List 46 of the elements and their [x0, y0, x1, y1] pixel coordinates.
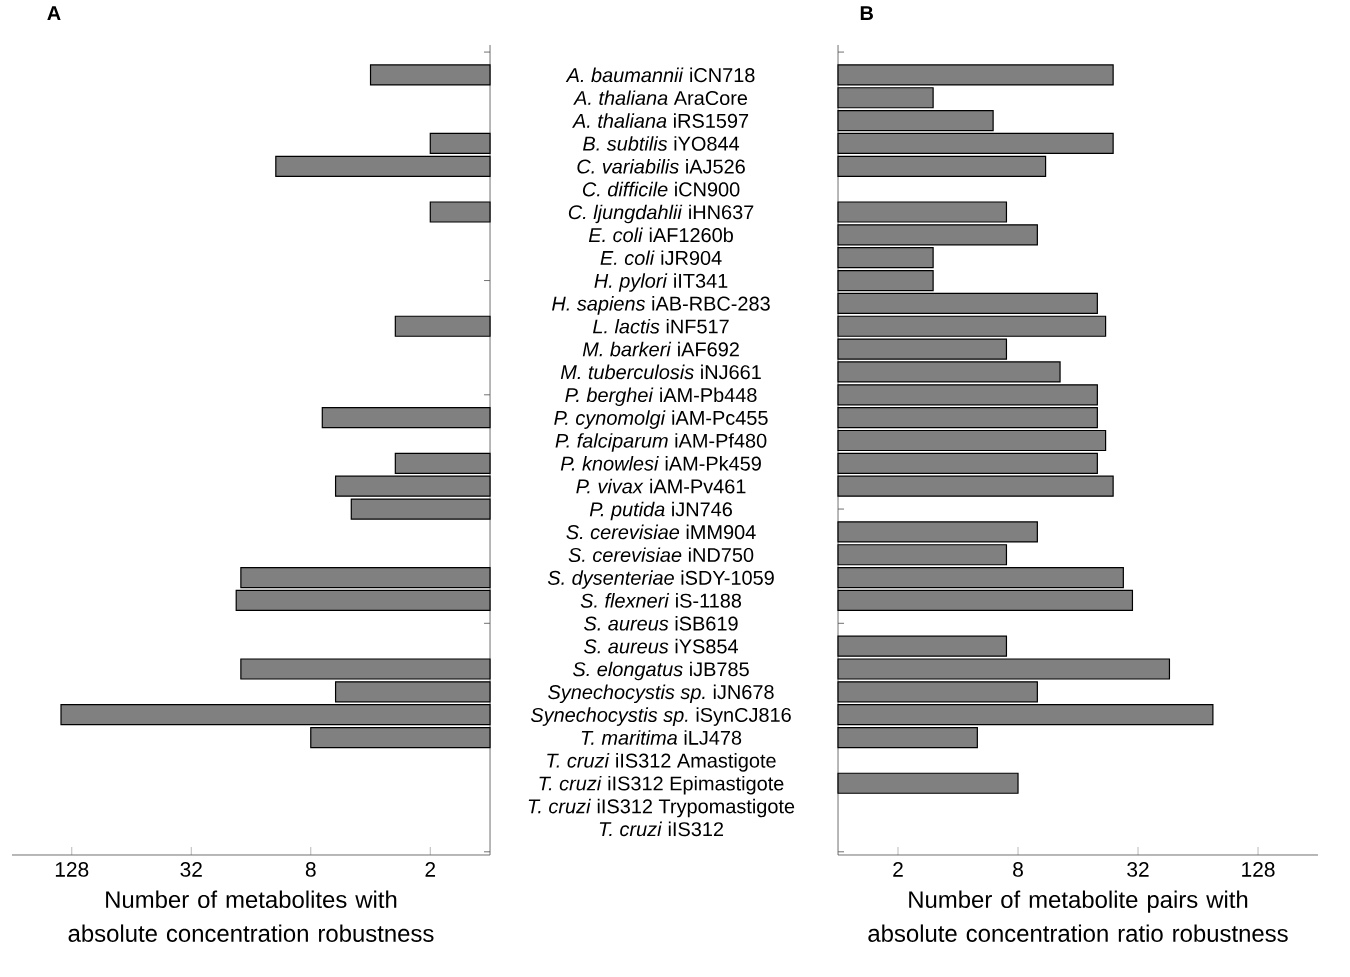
x-tick-label: 2	[425, 862, 436, 877]
y-tick-label: S. dysenteriae iSDY-1059	[547, 570, 774, 589]
x-axis-title: Number of metabolites with absolute concentration robustness	[68, 890, 434, 942]
y-tick-label: S. cerevisiae iMM904	[566, 524, 756, 540]
y-tick-label: S. flexneri iS-1188	[580, 593, 742, 608]
y-tick-label: T. maritima iLJ478	[581, 730, 742, 745]
y-tick-label: A. thaliana iRS1597	[572, 113, 749, 128]
y-tick-label: Synechocystis sp. iJN678	[548, 684, 774, 704]
x-tick-label: 8	[305, 862, 316, 877]
y-tick-label: P. cynomolgi iAM-Pc455	[554, 410, 768, 429]
y-tick-label: C. difficile iCN900	[582, 181, 740, 197]
y-tick-label: C. ljungdahlii iHN637	[568, 204, 754, 224]
y-tick-label: C. variabilis iAJ526	[577, 158, 745, 174]
y-tick-label: P. vivax iAM-Pv461	[576, 478, 746, 494]
x-tick-label: 32	[180, 862, 202, 877]
x-tick-label: 2	[893, 862, 903, 877]
chart-title: B	[860, 6, 873, 20]
y-tick-label: E. coli iJR904	[600, 250, 722, 265]
y-tick-label: A. baumannii iCN718	[565, 67, 755, 83]
y-tick-label: T. cruzi iIS312	[599, 821, 724, 837]
y-tick-label: P. knowlesi iAM-Pk459	[560, 456, 761, 471]
y-tick-label: B. subtilis iYO844	[583, 136, 740, 151]
y-tick-label: P. putida iJN746	[589, 501, 732, 521]
y-tick-label: H. sapiens iAB-RBC-283	[552, 296, 770, 315]
y-tick-label: T. cruzi iIS312 Trypomastigote	[528, 798, 795, 818]
y-tick-label: H. pylori iIT341	[594, 273, 728, 292]
x-axis-title: Number of metabolite pairs with absolute concentration ratio robustness	[868, 890, 1288, 942]
y-tick-label: L. lactis iNF517	[592, 318, 729, 334]
x-tick-label: 128	[1242, 862, 1275, 877]
y-tick-label: T. cruzi iIS312 Amastigote	[547, 753, 776, 772]
y-tick-label: M. barkeri iAF692	[582, 341, 739, 357]
y-tick-label: M. tuberculosis iNJ661	[560, 364, 761, 380]
y-tick-label: P. falciparum iAM-Pf480	[555, 433, 767, 452]
y-tick-label: Synechocystis sp. iSynCJ816	[530, 707, 791, 726]
chart-title: A	[47, 6, 61, 20]
y-tick-label: A. thaliana AraCore	[573, 90, 748, 106]
x-tick-label: 128	[55, 862, 89, 877]
y-tick-label: P. berghei iAM-Pb448	[565, 387, 757, 407]
y-tick-label: S. elongatus iJB785	[572, 661, 749, 681]
y-tick-label: S. aureus iSB619	[584, 615, 738, 631]
x-tick-label: 32	[1127, 862, 1149, 877]
y-tick-label: S. cerevisiae iND750	[568, 547, 754, 563]
y-tick-label: E. coli iAF1260b	[588, 227, 733, 243]
y-tick-label: S. aureus iYS854	[584, 638, 738, 654]
y-tick-label: T. cruzi iIS312 Epimastigote	[539, 775, 784, 795]
x-tick-label: 8	[1013, 862, 1023, 877]
